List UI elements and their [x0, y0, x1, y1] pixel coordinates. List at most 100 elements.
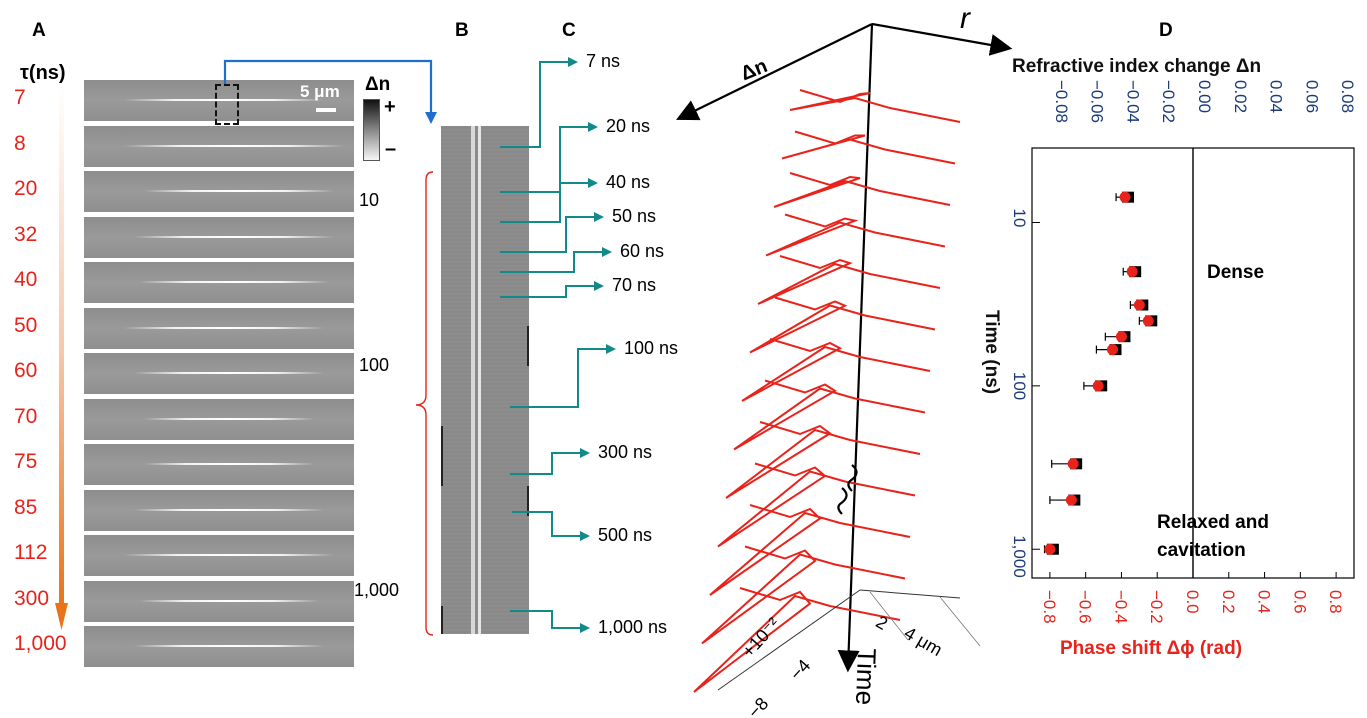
marker [1092, 380, 1104, 392]
filament-line [144, 417, 314, 420]
microscope-strip [84, 353, 354, 394]
y-tick-label: 10 [1010, 208, 1029, 227]
waveform-curve [749, 296, 936, 354]
waveform-curve [709, 504, 911, 596]
callout-arrow [512, 511, 582, 537]
microscope-strip [84, 171, 354, 212]
data-point [1043, 543, 1059, 555]
waveform-curve [773, 172, 951, 208]
waveform-curve [765, 213, 946, 257]
callout-arrow [500, 182, 590, 223]
microscope-strip [84, 80, 354, 121]
panel-label-a: A [32, 20, 46, 41]
waveform-curve [781, 130, 956, 165]
tau-arrow [55, 85, 69, 630]
data-points [1043, 191, 1158, 555]
tau-value: 1,000 [14, 632, 67, 655]
callout-arrow [500, 285, 596, 298]
callout-arrowhead [588, 178, 598, 188]
callout-arrowhead [588, 122, 598, 132]
tau-value: 60 [14, 359, 38, 382]
time-label: 40 ns [606, 172, 651, 192]
bottom-tick-label: −0.8 [1040, 590, 1059, 624]
callout-arrowhead [580, 531, 590, 541]
marker [1044, 543, 1056, 555]
waveform-curve [701, 545, 906, 645]
y-tick-label: 100 [1010, 372, 1029, 400]
top-tick-label: 0.04 [1267, 80, 1286, 113]
axis-time [837, 23, 874, 673]
side-tick-100: 100 [359, 355, 390, 375]
microscope-strip [84, 398, 354, 440]
top-tick-label: 0.08 [1338, 80, 1357, 113]
marker [1065, 494, 1077, 506]
data-point [1129, 299, 1149, 311]
axis-time-label: Time [850, 648, 882, 706]
marker [1126, 266, 1138, 278]
time-label: 70 ns [612, 275, 657, 295]
y-ticks: 10 100 1,000 [1010, 208, 1040, 578]
data-point [1104, 331, 1131, 343]
callout-arrow [500, 216, 596, 253]
panel-label-c: C [562, 20, 576, 41]
bottom-tick-label: 0.8 [1326, 590, 1345, 614]
bottom-tick-label: 0.6 [1290, 590, 1309, 614]
marker [1107, 344, 1118, 356]
bottom-tick-label: 0.0 [1183, 590, 1202, 614]
time-label: 300 ns [598, 442, 653, 462]
data-point [1083, 380, 1108, 392]
data-point [1138, 315, 1158, 327]
colorbar-plus: + [384, 96, 396, 118]
microscope-strip [84, 580, 354, 622]
callout-arrow [510, 452, 582, 475]
scale-bar [316, 108, 336, 112]
callout-arrowhead [594, 281, 604, 291]
bottom-tick-label: 0.2 [1219, 590, 1238, 614]
top-axis-label: Refractive index change Δn [1012, 56, 1261, 77]
time-label: 20 ns [606, 116, 651, 136]
callout-arrow [510, 610, 582, 629]
microscope-strip [84, 262, 354, 303]
data-point [1115, 191, 1135, 203]
filament-line [124, 326, 324, 329]
selection-box [215, 84, 239, 125]
panel-label-d: D [1159, 20, 1173, 41]
tau-value: 112 [14, 541, 48, 564]
microscope-strip [84, 535, 354, 576]
filament-line [134, 235, 334, 238]
red-bracket [415, 171, 434, 636]
top-tick-label: −0.08 [1052, 80, 1071, 123]
waveform-curve [733, 379, 926, 451]
scale-bar-label: 5 μm [300, 82, 340, 101]
data-point [1049, 494, 1081, 506]
data-point [1051, 458, 1083, 470]
colorbar [363, 99, 380, 161]
side-tick-1000: 1,000 [354, 580, 400, 600]
time-label: 100 ns [624, 338, 679, 358]
bottom-tick-label: −0.2 [1147, 590, 1166, 624]
tau-value: 75 [14, 450, 38, 473]
callout-arrowhead [594, 212, 604, 222]
time-label: 60 ns [620, 241, 665, 261]
top-tick-label: 0.02 [1231, 80, 1250, 113]
callout-arrowhead [606, 344, 616, 354]
tau-value: 20 [14, 177, 38, 200]
marker [1133, 299, 1145, 311]
waveform-curve [725, 421, 921, 499]
marker [1119, 191, 1131, 203]
callout-arrowhead [602, 247, 612, 257]
colorbar-minus: – [385, 138, 397, 160]
tau-value: 8 [14, 131, 26, 155]
bottom-tick-label: −0.4 [1111, 590, 1130, 624]
blue-arrowhead [425, 112, 437, 124]
callout-arrow [510, 348, 608, 408]
callout-arrowhead [580, 623, 590, 633]
annotation-relaxed-line-2: cavitation [1157, 540, 1246, 561]
bottom-axis-label: Phase shift Δϕ (rad) [1060, 638, 1242, 659]
marker [1142, 315, 1154, 327]
filament-line [124, 144, 344, 147]
filament-line [144, 190, 334, 192]
callout-arrowhead [568, 57, 578, 67]
tau-value: 7 [14, 86, 26, 109]
